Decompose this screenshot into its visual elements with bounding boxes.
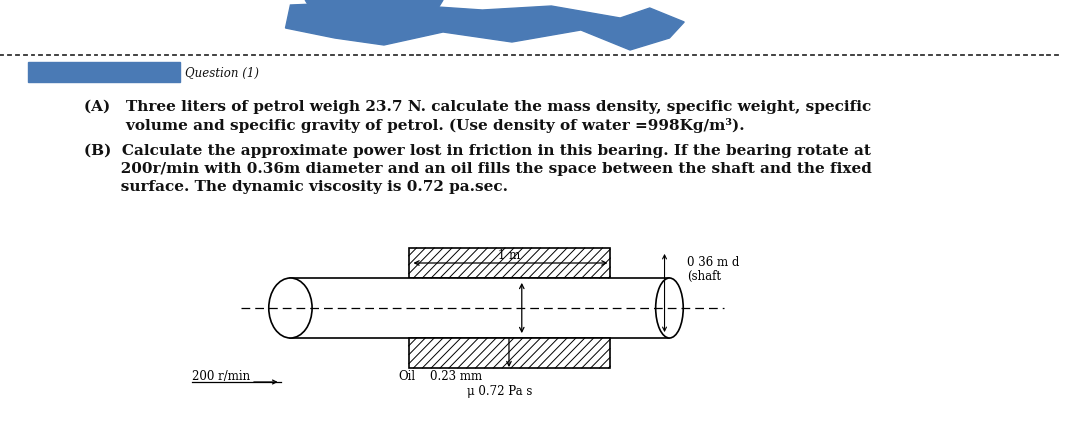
Ellipse shape [656, 278, 684, 338]
Polygon shape [285, 2, 685, 50]
Bar [408, 338, 610, 368]
Text: 200r/min with 0.36m diameter and an oil fills the space between the shaft and th: 200r/min with 0.36m diameter and an oil … [83, 162, 872, 176]
Text: (shaft: (shaft [687, 270, 721, 283]
Text: Oil: Oil [399, 370, 416, 383]
Text: (A)   Three liters of petrol weigh 23.7 N. calculate the mass density, specific : (A) Three liters of petrol weigh 23.7 N.… [83, 100, 870, 114]
Text: 0.23 mm: 0.23 mm [430, 370, 483, 383]
Text: surface. The dynamic viscosity is 0.72 pa.sec.: surface. The dynamic viscosity is 0.72 p… [83, 180, 508, 194]
Text: 200 r/min: 200 r/min [192, 370, 251, 383]
Bar [291, 278, 670, 338]
Polygon shape [306, 0, 443, 8]
Text: μ 0.72 Pa s: μ 0.72 Pa s [467, 385, 532, 398]
Text: 0 36 m d: 0 36 m d [687, 256, 740, 269]
Ellipse shape [269, 278, 312, 338]
Text: (B)  Calculate the approximate power lost in friction in this bearing. If the be: (B) Calculate the approximate power lost… [83, 144, 870, 158]
Bar [408, 248, 610, 278]
Text: volume and specific gravity of petrol. (Use density of water =998Kg/m³).: volume and specific gravity of petrol. (… [83, 118, 744, 133]
Text: 1 m: 1 m [498, 249, 521, 262]
Text: Question (1): Question (1) [185, 67, 259, 79]
Bar [28, 62, 180, 82]
